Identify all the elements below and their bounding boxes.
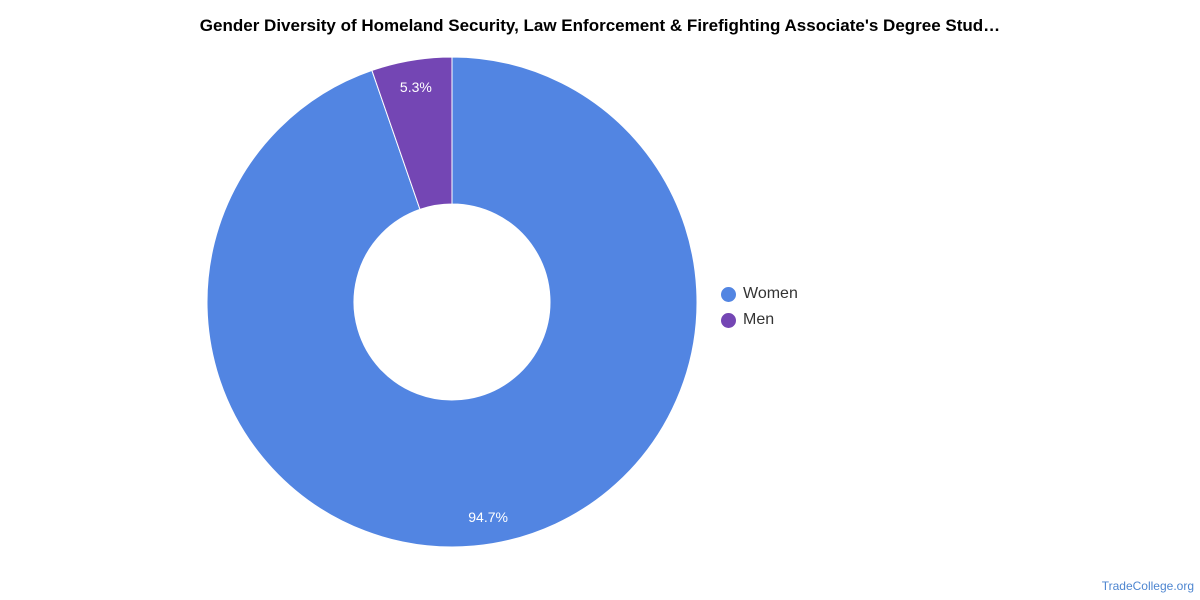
data-label-men: 5.3% — [400, 79, 432, 95]
chart-title: Gender Diversity of Homeland Security, L… — [199, 16, 1001, 35]
legend-swatch-women — [721, 286, 736, 302]
data-label-women: 94.7% — [468, 509, 508, 525]
chart-legend: Women Men — [721, 281, 798, 333]
legend-label-women: Women — [743, 285, 798, 302]
legend-label-men: Men — [743, 311, 775, 328]
legend-item-men[interactable]: Men — [721, 307, 798, 333]
donut-slice-women[interactable] — [206, 56, 698, 548]
donut-slice-men[interactable] — [371, 56, 453, 211]
legend-item-women[interactable]: Women — [721, 281, 798, 307]
watermark-link[interactable]: TradeCollege.org — [1101, 579, 1194, 593]
legend-swatch-men — [721, 312, 736, 328]
